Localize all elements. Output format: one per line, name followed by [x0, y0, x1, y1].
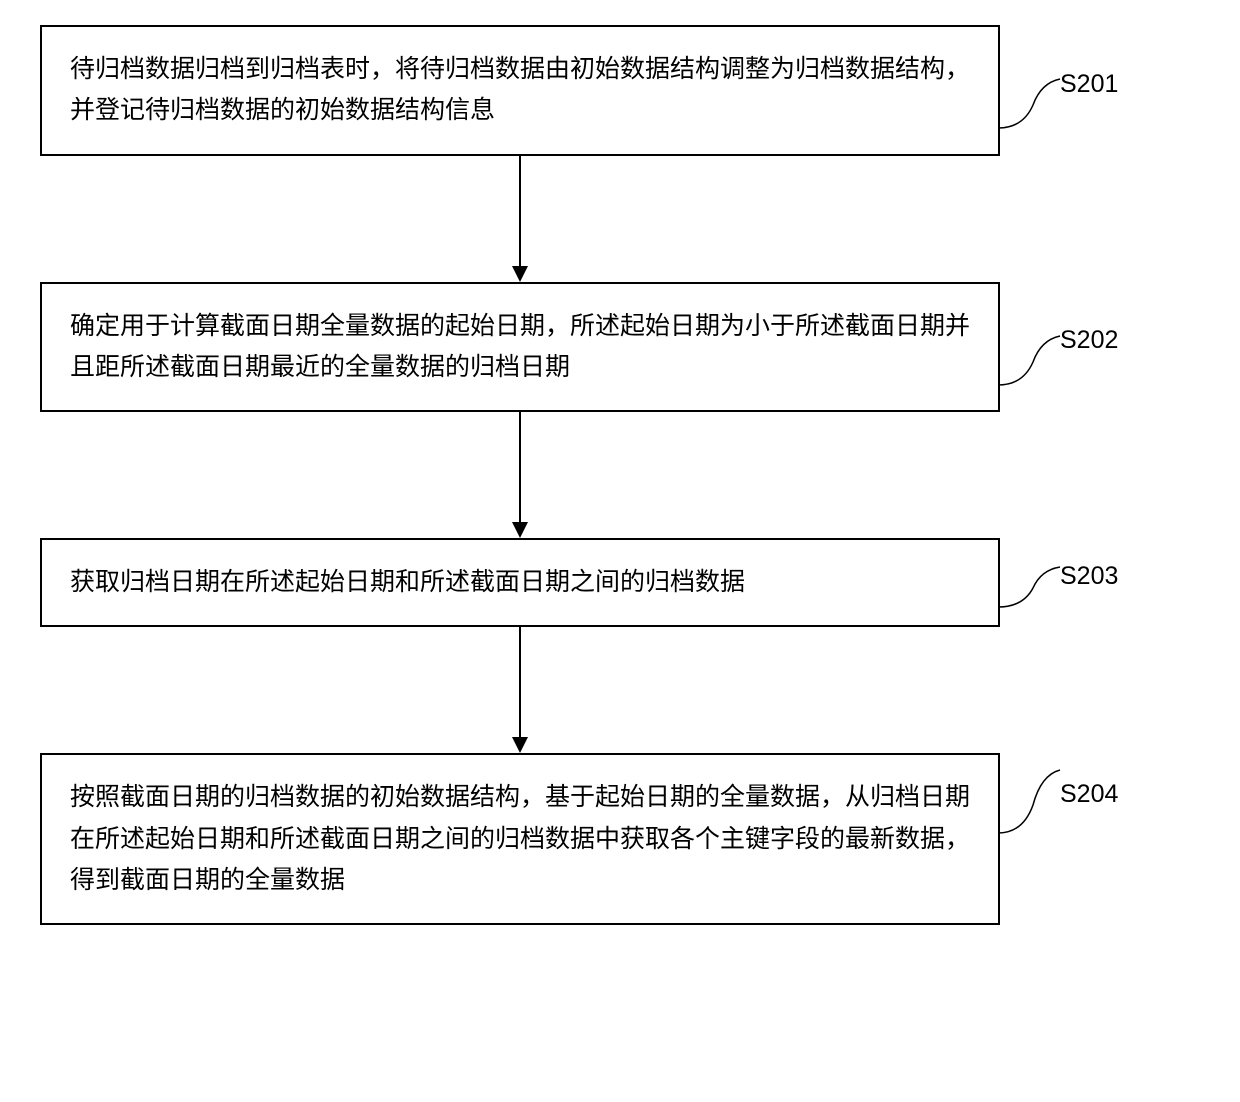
connector-curve	[995, 763, 1065, 838]
arrow-down-icon	[505, 627, 535, 753]
step-label-s201: S201	[1060, 70, 1118, 99]
step-text: 确定用于计算截面日期全量数据的起始日期，所述起始日期为小于所述截面日期并且距所述…	[70, 306, 970, 389]
step-box-s204: 按照截面日期的归档数据的初始数据结构，基于起始日期的全量数据，从归档日期在所述起…	[40, 753, 1000, 925]
connector-curve	[995, 562, 1065, 612]
connector-curve	[995, 73, 1065, 133]
arrow-down-icon	[505, 412, 535, 538]
step-text: 按照截面日期的归档数据的初始数据结构，基于起始日期的全量数据，从归档日期在所述起…	[70, 777, 970, 901]
step-label-s204: S204	[1060, 780, 1118, 809]
step-box-s201: 待归档数据归档到归档表时，将待归档数据由初始数据结构调整为归档数据结构，并登记待…	[40, 25, 1000, 156]
step-row: 确定用于计算截面日期全量数据的起始日期，所述起始日期为小于所述截面日期并且距所述…	[40, 282, 1200, 413]
arrow-container	[40, 412, 1000, 538]
step-row: 按照截面日期的归档数据的初始数据结构，基于起始日期的全量数据，从归档日期在所述起…	[40, 753, 1200, 925]
step-row: 待归档数据归档到归档表时，将待归档数据由初始数据结构调整为归档数据结构，并登记待…	[40, 25, 1200, 156]
step-label-s203: S203	[1060, 562, 1118, 591]
arrow-down-icon	[505, 156, 535, 282]
flowchart-container: 待归档数据归档到归档表时，将待归档数据由初始数据结构调整为归档数据结构，并登记待…	[40, 25, 1200, 925]
connector-curve	[995, 330, 1065, 390]
arrow-container	[40, 156, 1000, 282]
step-text: 获取归档日期在所述起始日期和所述截面日期之间的归档数据	[70, 562, 745, 603]
arrow-container	[40, 627, 1000, 753]
step-box-s203: 获取归档日期在所述起始日期和所述截面日期之间的归档数据	[40, 538, 1000, 627]
step-row: 获取归档日期在所述起始日期和所述截面日期之间的归档数据 S203	[40, 538, 1200, 627]
step-box-s202: 确定用于计算截面日期全量数据的起始日期，所述起始日期为小于所述截面日期并且距所述…	[40, 282, 1000, 413]
step-label-s202: S202	[1060, 326, 1118, 355]
step-text: 待归档数据归档到归档表时，将待归档数据由初始数据结构调整为归档数据结构，并登记待…	[70, 49, 970, 132]
